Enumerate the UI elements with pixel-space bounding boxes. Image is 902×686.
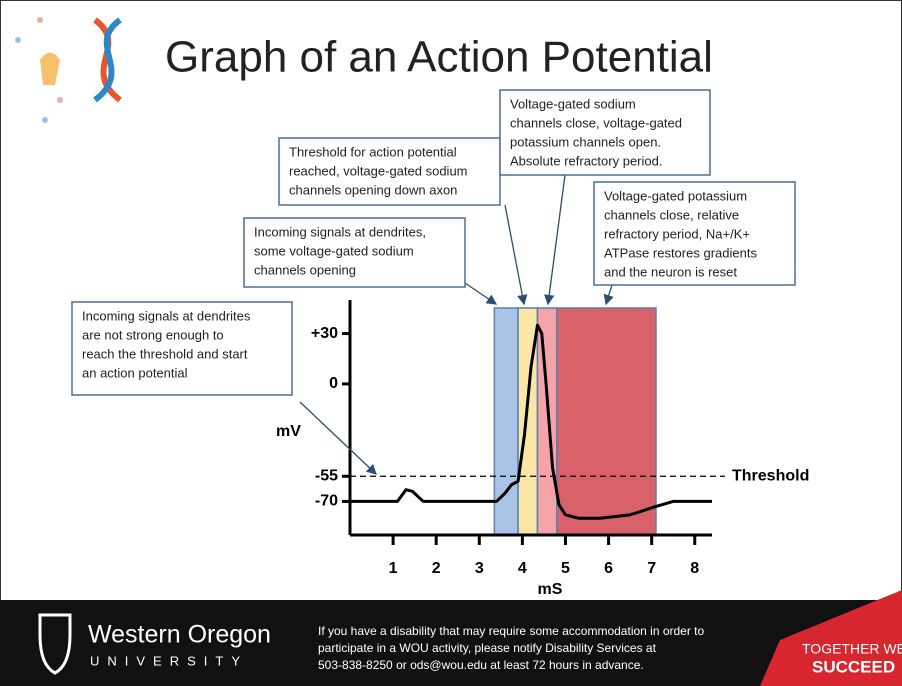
y-tick-label: -55 (315, 467, 338, 484)
slogan: TOGETHER WE (802, 641, 902, 657)
annotation-text: some voltage-gated sodium (254, 243, 414, 258)
y-tick-label: -70 (315, 493, 338, 510)
annotation-text: potassium channels open. (510, 134, 661, 149)
x-axis-label: mS (538, 581, 563, 598)
annotation-text: Voltage-gated potassium (604, 188, 747, 203)
x-tick-label: 1 (389, 560, 398, 577)
region (557, 308, 656, 535)
annotation-text: refractory period, Na+/K+ (604, 226, 750, 241)
annotation-text: Absolute refractory period. (510, 153, 662, 168)
university-sub: UNIVERSITY (90, 653, 248, 668)
annotation-text: and the neuron is reset (604, 264, 737, 279)
annotation-text: channels opening (254, 262, 356, 277)
x-tick-label: 2 (432, 560, 441, 577)
annotation-text: ATPase restores gradients (604, 245, 757, 260)
x-tick-label: 6 (604, 560, 613, 577)
university: Western Oregon (88, 621, 271, 649)
annotation-text: reach the threshold and start (82, 346, 248, 361)
annotation-text: channels close, relative (604, 207, 739, 222)
region (537, 308, 556, 535)
notice: 503-838-8250 or ods@wou.edu at least 72 … (318, 658, 644, 672)
slide: Graph of an Action Potential +30 0 -55 -70 1… (0, 0, 902, 686)
x-tick-label: 7 (647, 560, 656, 577)
footer: Western Oregon UNIVERSITY If you have a … (0, 590, 902, 686)
annotation-text: Voltage-gated sodium (510, 96, 636, 111)
annotation-text: Incoming signals at dendrites (82, 308, 251, 323)
annotation-text: reached, voltage-gated sodium (289, 163, 468, 178)
y-tick-label: 0 (329, 375, 338, 392)
y-axis-label: mV (276, 423, 301, 440)
annotation-text: Threshold for action potential (289, 144, 457, 159)
notice: participate in a WOU activity, please no… (318, 641, 657, 655)
slogan: SUCCEED (812, 657, 895, 676)
annotation-text: channels close, voltage-gated (510, 115, 682, 130)
annotation-text: an action potential (82, 365, 188, 380)
annotation-text: are not strong enough to (82, 327, 224, 342)
annotation-text: Incoming signals at dendrites, (254, 224, 426, 239)
y-tick-label: +30 (311, 325, 338, 342)
x-tick-label: 5 (561, 560, 570, 577)
x-tick-label: 4 (518, 560, 527, 577)
slide-title: Graph of an Action Potential (165, 33, 713, 82)
x-tick-label: 3 (475, 560, 484, 577)
annotation-text: channels opening down axon (289, 182, 457, 197)
notice: If you have a disability that may requir… (318, 624, 705, 638)
threshold-label: Threshold (732, 467, 809, 484)
x-tick-label: 8 (690, 560, 699, 577)
